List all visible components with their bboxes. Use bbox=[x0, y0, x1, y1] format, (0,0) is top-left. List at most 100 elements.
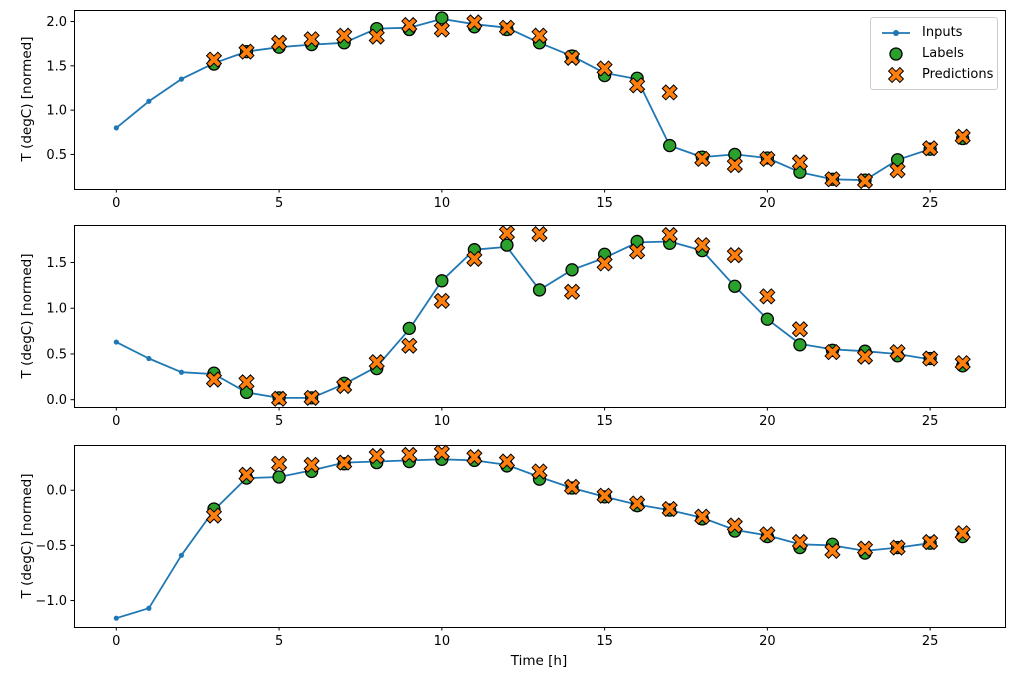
y-tick-label: 1.0 bbox=[46, 104, 67, 119]
predictions-point bbox=[856, 172, 874, 190]
labels-point bbox=[500, 238, 514, 252]
labels-point bbox=[435, 274, 449, 288]
legend-inputs-label: Inputs bbox=[922, 25, 963, 40]
predictions-point bbox=[694, 236, 711, 254]
x-tick-label: 20 bbox=[759, 634, 776, 649]
predictions-point bbox=[303, 456, 320, 473]
predictions-point bbox=[824, 542, 841, 560]
predictions-point bbox=[824, 343, 841, 361]
predictions-point bbox=[889, 162, 906, 179]
predictions-point bbox=[433, 21, 450, 38]
predictions-point bbox=[368, 447, 385, 465]
predictions-point bbox=[629, 495, 646, 512]
inputs-point bbox=[178, 369, 185, 375]
inputs-point bbox=[113, 339, 119, 345]
predictions-point bbox=[336, 454, 353, 471]
series-predictions bbox=[205, 14, 971, 190]
predictions-point bbox=[401, 337, 418, 354]
predictions-point bbox=[563, 49, 581, 66]
predictions-point bbox=[726, 247, 743, 264]
predictions-point bbox=[661, 500, 678, 518]
y-tick-label: 0.0 bbox=[46, 393, 67, 408]
predictions-point bbox=[889, 539, 906, 556]
predictions-point bbox=[694, 508, 711, 525]
axes-frame bbox=[74, 445, 1006, 628]
predictions-point bbox=[466, 250, 483, 267]
inputs-line bbox=[116, 458, 931, 620]
predictions-point bbox=[954, 128, 971, 145]
inputs-point bbox=[113, 615, 119, 621]
predictions-point bbox=[238, 374, 255, 391]
x-tick-label: 5 bbox=[275, 196, 283, 211]
x-tick-label: 0 bbox=[112, 414, 120, 429]
inputs-point bbox=[146, 355, 152, 362]
predictions-point bbox=[759, 150, 776, 168]
y-tick-label: −1.0 bbox=[35, 594, 67, 609]
legend-predictions-label: Predictions bbox=[922, 67, 994, 82]
x-tick-label: 20 bbox=[759, 414, 776, 429]
legend-item-labels: Labels bbox=[879, 44, 989, 63]
predictions-point bbox=[205, 507, 223, 524]
predictions-point bbox=[238, 466, 255, 483]
predictions-point bbox=[889, 343, 906, 361]
predictions-point bbox=[759, 526, 776, 543]
labels-point bbox=[435, 11, 449, 25]
predictions-point bbox=[791, 533, 809, 551]
labels-point bbox=[272, 470, 286, 484]
y-tick-label: 2.0 bbox=[46, 15, 67, 30]
predictions-point bbox=[824, 171, 841, 188]
x-tick-label: 5 bbox=[275, 414, 283, 429]
legend-marker-line-dot bbox=[882, 29, 910, 36]
labels-point bbox=[793, 338, 807, 352]
predictions-point bbox=[270, 34, 288, 51]
legend-labels-label: Labels bbox=[922, 46, 964, 61]
inputs-line bbox=[115, 17, 931, 182]
labels-point bbox=[728, 279, 742, 293]
predictions-point bbox=[563, 478, 581, 496]
predictions-point bbox=[205, 371, 223, 388]
predictions-point bbox=[498, 225, 516, 242]
x-tick-label: 15 bbox=[596, 634, 613, 649]
y-axis-label-subplot-1: T (degC) [normed] bbox=[19, 36, 35, 162]
legend: Inputs Labels Predictions bbox=[870, 17, 998, 90]
predictions-point bbox=[596, 487, 613, 504]
x-axis-label: Time [h] bbox=[510, 653, 568, 669]
x-tick-label: 25 bbox=[922, 196, 939, 211]
legend-item-inputs: Inputs bbox=[879, 23, 989, 42]
series-inputs bbox=[113, 456, 933, 621]
x-tick-label: 10 bbox=[434, 414, 451, 429]
predictions-point bbox=[921, 140, 939, 157]
predictions-point bbox=[238, 43, 255, 60]
series-inputs bbox=[113, 238, 933, 401]
predictions-point bbox=[661, 226, 678, 244]
predictions-point bbox=[303, 389, 320, 406]
x-tick-label: 0 bbox=[112, 196, 120, 211]
predictions-point bbox=[921, 350, 939, 367]
y-tick-label: 1.5 bbox=[46, 256, 67, 271]
predictions-point bbox=[368, 28, 385, 45]
subplot-3: 0 5 10 15 20 25 −1.0 −0.5 0.0 bbox=[35, 444, 1006, 649]
inputs-point bbox=[178, 552, 185, 558]
legend-inputs-line-icon bbox=[879, 25, 913, 41]
predictions-point bbox=[303, 31, 320, 48]
subplot-2: 0 5 10 15 20 25 0.0 0.5 1.0 1.5 bbox=[46, 225, 1006, 429]
series-predictions bbox=[205, 444, 971, 560]
predictions-point bbox=[921, 533, 939, 551]
predictions-point bbox=[791, 321, 809, 338]
axes-frame bbox=[74, 225, 1006, 408]
x-tick-label: 20 bbox=[759, 196, 776, 211]
y-tick-label: 0.5 bbox=[46, 347, 67, 362]
predictions-point bbox=[954, 354, 971, 372]
predictions-point bbox=[531, 27, 548, 44]
x-tick-label: 15 bbox=[596, 196, 613, 211]
series-predictions bbox=[205, 225, 971, 407]
legend-labels-circle-icon bbox=[879, 46, 913, 62]
legend-predictions-x-icon bbox=[879, 66, 913, 83]
series-inputs bbox=[113, 16, 933, 183]
x-tick-label: 0 bbox=[112, 634, 120, 649]
x-tick-label: 15 bbox=[596, 414, 613, 429]
predictions-point bbox=[856, 348, 874, 365]
predictions-point bbox=[954, 525, 971, 542]
predictions-point bbox=[270, 455, 288, 472]
